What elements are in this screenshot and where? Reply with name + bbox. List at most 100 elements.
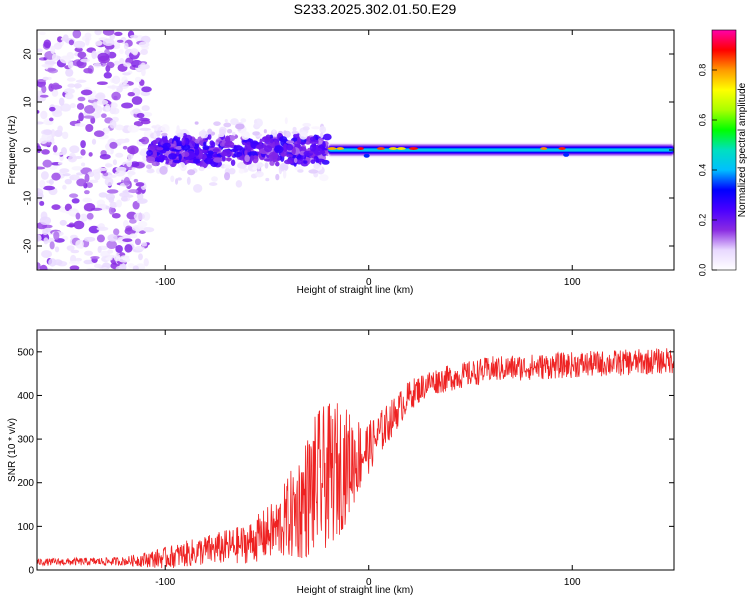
heatmap-blob xyxy=(220,152,228,157)
heatmap-blob xyxy=(194,138,200,144)
heatmap-blob xyxy=(292,126,297,132)
heatmap-blob xyxy=(41,250,53,259)
heatmap-blob xyxy=(224,141,235,148)
heatmap-blob xyxy=(259,138,263,146)
heatmap-blob xyxy=(107,234,118,242)
heatmap-blob xyxy=(69,265,80,270)
heatmap-blob xyxy=(130,48,139,55)
heatmap-blob xyxy=(76,178,87,187)
heatmap-blob xyxy=(119,58,125,65)
heatmap-blob xyxy=(96,99,109,105)
heatmap-blob xyxy=(123,176,131,186)
heatmap-blob xyxy=(94,40,103,46)
heatmap-blob xyxy=(62,173,71,177)
heatmap-blob xyxy=(129,34,139,39)
heatmap-blob xyxy=(122,238,133,243)
heatmap-blob xyxy=(84,173,90,183)
y-tick-label: 500 xyxy=(17,347,34,358)
heatmap-blob xyxy=(49,241,55,250)
heatmap-blob xyxy=(136,112,145,119)
heatmap-blob xyxy=(142,211,151,221)
y-tick-label: 400 xyxy=(17,391,34,402)
heatmap-blob xyxy=(60,147,68,156)
heatmap-blob xyxy=(76,103,85,110)
heatmap-blob xyxy=(246,141,251,145)
heatmap-blob xyxy=(244,145,248,151)
heatmap-blob xyxy=(140,119,151,125)
heatmap-blob xyxy=(186,176,191,185)
heatmap-blob xyxy=(82,197,92,203)
heatmap-blob xyxy=(59,219,67,226)
y-tick-label: 300 xyxy=(17,435,34,446)
heatmap-blob xyxy=(77,96,86,102)
heatmap-blob xyxy=(91,50,97,60)
heatmap-marks xyxy=(37,30,674,270)
heatmap-blob xyxy=(126,158,133,168)
heatmap-blob xyxy=(313,155,319,162)
heatmap-blob xyxy=(211,176,218,182)
heatmap-blob xyxy=(83,203,96,212)
heatmap-blob xyxy=(103,71,112,79)
heatmap-blob xyxy=(64,92,74,100)
heatmap-blob xyxy=(114,31,123,36)
heatmap-blob xyxy=(299,141,306,145)
heatmap-blob xyxy=(87,171,95,178)
heatmap-blob xyxy=(127,263,135,269)
heatmap-blob xyxy=(194,121,199,125)
heatmap-blob xyxy=(37,145,42,154)
heatmap-blob xyxy=(84,250,93,256)
heatmap-blob xyxy=(129,218,137,224)
heatmap-blob xyxy=(71,166,83,171)
heatmap-blob xyxy=(39,200,45,206)
heatmap-blob xyxy=(135,182,145,187)
heatmap-blob xyxy=(108,196,115,204)
heatmap-blob xyxy=(320,132,324,139)
heatmap-blob xyxy=(93,62,102,68)
heatmap-blob xyxy=(104,127,110,135)
heatmap-blob xyxy=(112,159,118,166)
heatmap-blob xyxy=(108,206,115,215)
heatmap-blob xyxy=(193,158,201,164)
heatmap-blob xyxy=(141,67,146,77)
heatmap-blob xyxy=(230,118,239,126)
heatmap-blob xyxy=(66,224,76,228)
heatmap-blob xyxy=(138,41,150,48)
heatmap-blob xyxy=(107,249,114,254)
heatmap-blob xyxy=(68,260,81,265)
heatmap-blob xyxy=(59,168,70,174)
heatmap-blob xyxy=(48,258,57,267)
heatmap-blob xyxy=(131,167,136,171)
colorbar-tick-label: 0.0 xyxy=(697,264,707,277)
heatmap-blob xyxy=(286,154,293,158)
heatmap-blob xyxy=(235,123,245,130)
heatmap-blob xyxy=(109,201,118,209)
heatmap-blob xyxy=(244,154,250,163)
heatmap-blob xyxy=(127,91,135,97)
heatmap-blob xyxy=(178,153,182,161)
heatmap-blob xyxy=(94,30,102,36)
heatmap-blob xyxy=(176,132,184,138)
x-tick-label: -100 xyxy=(155,277,175,288)
heatmap-blob xyxy=(75,239,84,249)
heatmap-blob xyxy=(280,153,286,157)
y-tick-label: 0 xyxy=(28,566,34,577)
heatmap-blob xyxy=(77,51,87,59)
heatmap-blob xyxy=(105,103,111,112)
heatmap-blob xyxy=(254,118,263,128)
heatmap-hotspot xyxy=(558,147,566,150)
heatmap-blob xyxy=(51,82,60,90)
heatmap-blob xyxy=(43,185,55,191)
heatmap-blob xyxy=(111,75,121,85)
heatmap-blob xyxy=(116,39,124,43)
heatmap-blob xyxy=(115,152,124,158)
heatmap-blob xyxy=(96,234,105,243)
heatmap-blob xyxy=(203,141,207,147)
spectrogram-y-label: Frequency (Hz) xyxy=(7,116,18,185)
heatmap-blob xyxy=(263,145,273,153)
heatmap-blob xyxy=(37,110,40,114)
heatmap-blob xyxy=(88,152,93,157)
heatmap-blob xyxy=(75,257,82,262)
heatmap-blob xyxy=(39,216,52,226)
heatmap-blob xyxy=(90,116,96,124)
heatmap-hotspot xyxy=(376,147,385,150)
